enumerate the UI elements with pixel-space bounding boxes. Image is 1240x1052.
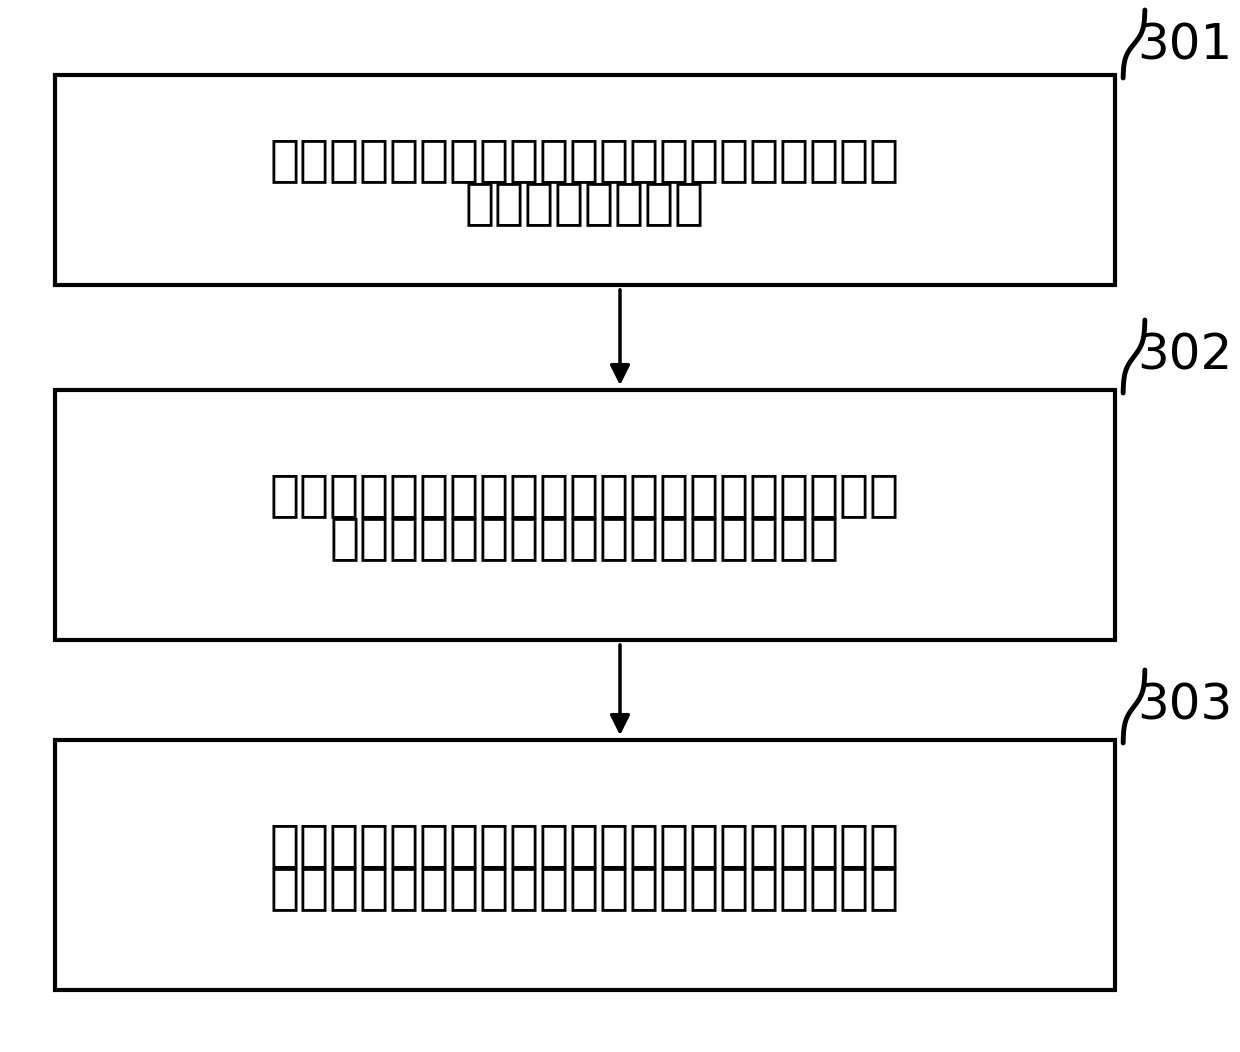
Text: 上的功率的差值调整射频功率放大器的供电电压: 上的功率的差值调整射频功率放大器的供电电压 [270, 864, 900, 912]
Text: 根据所述发射功率以及与所述目标信道相邻信道: 根据所述发射功率以及与所述目标信道相邻信道 [270, 822, 900, 870]
Bar [55, 390, 1115, 640]
Bar [55, 740, 1115, 990]
Text: 303: 303 [1137, 681, 1233, 729]
Text: 以及与所述目标信道相邻信道上的功率: 以及与所述目标信道相邻信道上的功率 [330, 513, 839, 562]
Text: 反馈至射频收发机: 反馈至射频收发机 [465, 179, 706, 226]
Text: 301: 301 [1137, 21, 1233, 69]
Bar [55, 75, 1115, 285]
Text: 根据反馈的耦合功率计算目标信道上的发射功率: 根据反馈的耦合功率计算目标信道上的发射功率 [270, 471, 900, 520]
Text: 将射频前端输出至天线的功率以一耦合系数耦合: 将射频前端输出至天线的功率以一耦合系数耦合 [270, 137, 900, 184]
Text: 302: 302 [1137, 331, 1233, 379]
